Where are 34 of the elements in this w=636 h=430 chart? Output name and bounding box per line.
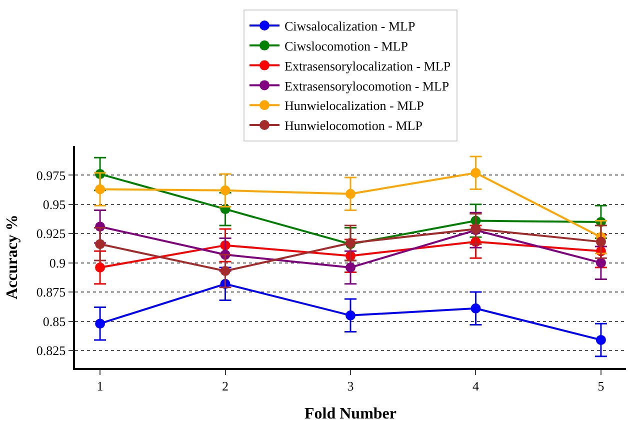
x-tick-label: 5	[598, 378, 604, 394]
point	[220, 185, 230, 196]
x-axis-title: Fold Number	[304, 406, 396, 423]
point	[95, 239, 106, 250]
x-tick-label: 1	[96, 378, 104, 394]
point	[220, 266, 230, 276]
point	[596, 236, 606, 247]
point	[346, 310, 356, 320]
y-tick-label: 0.975	[36, 168, 66, 183]
legend-label: Extrasensorylocomotion - MLP	[284, 78, 450, 94]
point	[95, 318, 106, 329]
x-tick-label: 3	[347, 378, 354, 394]
point	[95, 262, 106, 273]
y-tick-label: 0.95	[42, 196, 66, 212]
y-axis-title: Accuracy %	[4, 214, 21, 300]
y-tick-label: 0.925	[36, 226, 66, 242]
legend-label: Ciwslocomotion - MLP	[284, 38, 408, 54]
point	[346, 262, 356, 273]
point	[95, 184, 106, 194]
point	[596, 258, 606, 268]
x-tick-label: 4	[472, 378, 480, 394]
legend-label: Hunwielocalization - MLP	[284, 98, 424, 114]
legend-label: Ciwsalocalization - MLP	[284, 18, 416, 34]
legend-label: Hunwielocomotion - MLP	[284, 118, 422, 134]
point	[596, 334, 606, 345]
y-tick-label: 0.85	[42, 314, 66, 329]
y-tick-label: 0.9	[49, 255, 66, 270]
point	[470, 303, 481, 314]
y-tick-label: 0.825	[36, 343, 66, 358]
point	[346, 188, 356, 199]
x-tick-label: 2	[222, 378, 229, 394]
point	[470, 168, 481, 178]
y-tick-label: 0.875	[36, 284, 66, 300]
legend-label: Extrasensorylocalization - MLP	[284, 58, 451, 74]
